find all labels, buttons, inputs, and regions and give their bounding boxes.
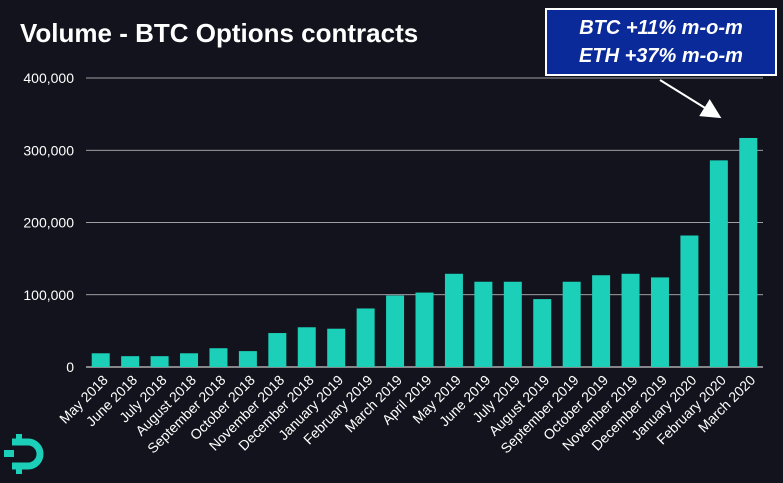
annotation-line-btc: BTC +11% m-o-m — [579, 17, 743, 39]
bar — [415, 292, 434, 367]
bar — [650, 277, 669, 367]
bar — [621, 273, 640, 367]
bar — [562, 281, 581, 367]
bar — [297, 327, 316, 367]
annotation-callout: BTC +11% m-o-m ETH +37% m-o-m — [545, 8, 777, 76]
bar — [327, 328, 346, 367]
y-tick-label: 200,000 — [23, 215, 74, 231]
bar — [180, 353, 199, 367]
bar — [739, 137, 758, 367]
bar — [150, 356, 169, 367]
bar — [121, 356, 140, 367]
bar — [209, 348, 228, 367]
bar — [356, 308, 375, 367]
bar — [91, 353, 110, 367]
bar — [533, 299, 552, 367]
bar — [238, 351, 257, 367]
bar — [709, 160, 728, 367]
bitcoin-logo-icon — [4, 434, 44, 474]
annotation-line-eth: ETH +37% m-o-m — [579, 45, 743, 67]
y-tick-label: 300,000 — [23, 142, 74, 158]
y-tick-label: 100,000 — [23, 287, 74, 303]
bar — [503, 281, 522, 367]
chart-title: Volume - BTC Options contracts — [20, 18, 419, 48]
bar — [386, 295, 405, 367]
bar — [268, 333, 287, 367]
y-tick-label: 400,000 — [23, 70, 74, 86]
bar — [444, 273, 463, 367]
y-tick-label: 0 — [66, 359, 74, 375]
bar — [680, 235, 699, 367]
bar — [474, 281, 493, 367]
callout-arrow — [659, 79, 722, 119]
bar — [592, 275, 611, 367]
